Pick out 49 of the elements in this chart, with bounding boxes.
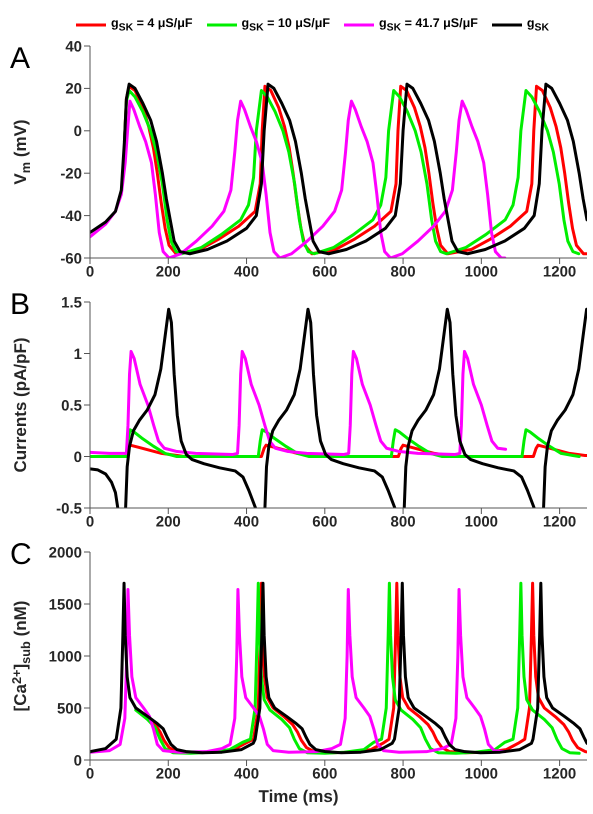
x-tick-label: 400 bbox=[234, 514, 260, 531]
x-tick-label: 400 bbox=[234, 766, 260, 783]
x-tick-label: 800 bbox=[390, 766, 416, 783]
legend-label: g$_{SK}$ = 4 μS/μF bbox=[110, 16, 193, 34]
x-tick-label: 0 bbox=[86, 264, 94, 281]
x-tick-label: 0 bbox=[86, 766, 94, 783]
y-tick-label: 500 bbox=[56, 700, 82, 718]
line-series bbox=[90, 588, 506, 754]
y-axis-title: Currents (pA/pF) bbox=[11, 337, 30, 473]
x-tick-label: 600 bbox=[312, 514, 338, 531]
y-tick-label: 1.5 bbox=[61, 294, 82, 312]
x-tick-label: 1200 bbox=[542, 264, 576, 281]
y-tick-label: -40 bbox=[60, 208, 82, 225]
y-tick-label: 1500 bbox=[48, 596, 82, 614]
legend-label: g$_{SK}$ = 41.7 μS/μF bbox=[379, 16, 478, 34]
x-tick-label: 800 bbox=[390, 264, 416, 281]
y-tick-label: 20 bbox=[65, 80, 82, 98]
y-tick-label: -60 bbox=[60, 250, 82, 268]
y-tick-label: 2000 bbox=[48, 544, 82, 562]
x-tick-label: 200 bbox=[156, 264, 181, 281]
y-tick-label: 40 bbox=[65, 38, 82, 56]
chart-title: B bbox=[10, 288, 30, 321]
x-axis-title: Time (ms) bbox=[258, 787, 338, 806]
x-tick-label: 400 bbox=[234, 264, 260, 281]
y-tick-label: 0.5 bbox=[61, 397, 82, 414]
y-tick-label: -20 bbox=[60, 166, 82, 183]
chart-title: C bbox=[10, 538, 32, 571]
x-tick-label: 200 bbox=[156, 766, 181, 783]
x-tick-label: 600 bbox=[312, 264, 338, 281]
x-tick-label: 1000 bbox=[464, 264, 498, 281]
y-tick-label: 0 bbox=[74, 123, 82, 140]
line-series bbox=[90, 350, 508, 456]
x-tick-label: 0 bbox=[86, 514, 94, 531]
legend-label: g$_{SK}$ bbox=[526, 16, 550, 34]
line-series bbox=[90, 100, 506, 258]
y-tick-label: 0 bbox=[74, 448, 82, 466]
x-tick-label: 1000 bbox=[464, 766, 498, 783]
x-tick-label: 1200 bbox=[542, 514, 576, 531]
x-tick-label: 200 bbox=[156, 514, 181, 531]
x-tick-label: 600 bbox=[312, 766, 338, 783]
y-tick-label: 0 bbox=[74, 752, 82, 770]
x-tick-label: 1000 bbox=[464, 514, 498, 531]
x-tick-label: 800 bbox=[390, 514, 416, 531]
y-tick-label: -0.5 bbox=[56, 500, 82, 518]
y-tick-label: 1000 bbox=[48, 648, 82, 666]
chart-title: A bbox=[10, 42, 30, 75]
x-tick-label: 1200 bbox=[542, 766, 576, 783]
y-tick-label: 1 bbox=[74, 346, 82, 363]
legend-label: g$_{SK}$ = 10 μS/μF bbox=[242, 16, 330, 34]
